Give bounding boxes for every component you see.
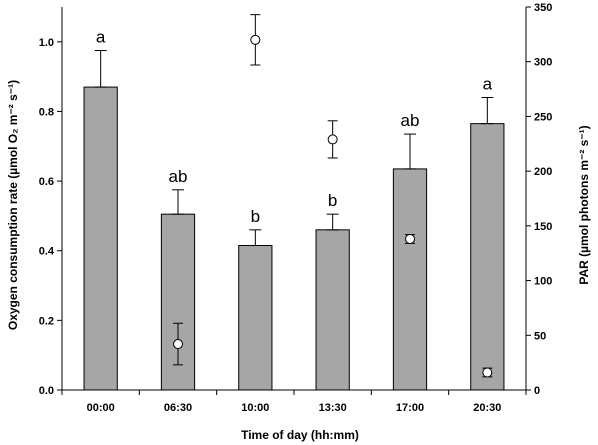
y2-tick-label-4: 200 (534, 166, 552, 178)
x-tick-label-0: 00:00 (87, 402, 115, 414)
y2-tick-label-5: 250 (534, 111, 552, 123)
y2-axis-title: PAR (µmol photons m⁻² s⁻¹) (577, 125, 591, 284)
y2-tick-label-6: 300 (534, 57, 552, 69)
bar-2 (238, 245, 273, 391)
x-tick-label-2: 10:00 (241, 402, 269, 414)
bar-5 (470, 123, 505, 391)
y-tick-label-2: 0.4 (39, 246, 55, 258)
y2-tick-label-7: 350 (534, 2, 552, 14)
y2-tick-label-3: 150 (534, 221, 552, 233)
x-tick-label-1: 06:30 (164, 402, 192, 414)
y-tick-label-5: 1.0 (39, 37, 54, 49)
bar-4 (392, 168, 428, 391)
x-tick-label-4: 17:00 (396, 402, 424, 414)
y-axis-title: Oxygen consumption rate (µmol O₂ m⁻² s⁻¹… (6, 80, 20, 330)
bar-0 (83, 86, 118, 391)
significance-label-2: b (251, 207, 260, 226)
plot-area: 0.0 0.2 0.4 0.6 0.8 1.0 0 50 100 150 200 250 300 350 0… (39, 2, 553, 414)
par-point-2 (405, 233, 415, 244)
significance-label-4: ab (401, 111, 420, 130)
bar-3 (315, 229, 350, 391)
par-point-3 (482, 367, 493, 378)
x-tick-label-5: 20:30 (473, 402, 501, 414)
x-tick-label-3: 13:30 (319, 402, 347, 414)
y2-tick-label-1: 50 (534, 330, 546, 342)
y2-tick-label-0: 0 (534, 385, 540, 397)
significance-label-1: ab (169, 167, 188, 186)
y-tick-label-4: 0.8 (39, 106, 54, 118)
significance-label-0: a (96, 28, 106, 47)
y-tick-label-1: 0.2 (39, 315, 54, 327)
x-axis-title: Time of day (hh:mm) (241, 428, 359, 442)
y2-tick-label-2: 100 (534, 276, 552, 288)
significance-label-3: b (328, 191, 337, 210)
y-tick-label-0: 0.0 (39, 385, 54, 397)
par-point-1 (327, 134, 338, 145)
par-point-4 (250, 34, 261, 45)
par-point-0 (173, 339, 183, 350)
y-tick-label-3: 0.6 (39, 176, 54, 188)
significance-label-5: a (483, 75, 493, 94)
